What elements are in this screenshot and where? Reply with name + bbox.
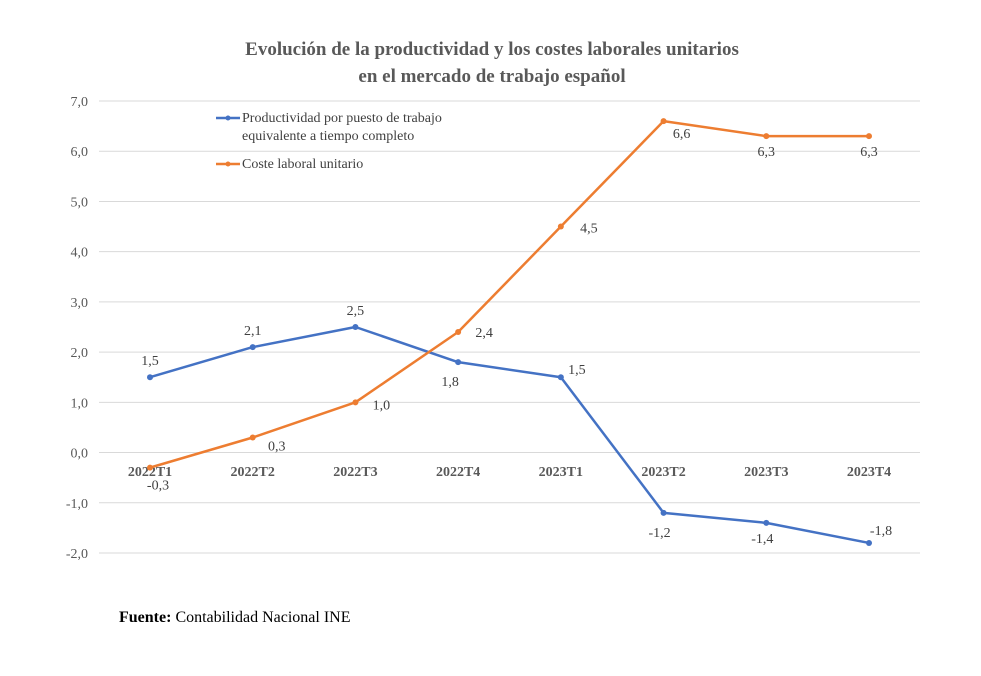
- source-text: Contabilidad Nacional INE: [171, 609, 351, 626]
- y-axis-ticks: 7,0 6,0 5,0 4,0 3,0 2,0 1,0 0,0 -1,0 -2,0: [66, 95, 88, 562]
- y-tick-label: -1,0: [66, 497, 88, 512]
- data-point: [660, 509, 667, 516]
- data-point: [455, 359, 462, 366]
- data-point: [352, 399, 359, 406]
- data-point: [352, 324, 359, 330]
- data-label: 4,5: [580, 222, 598, 237]
- chart-title-line: Evolución de la productividad y los cost…: [245, 39, 739, 60]
- series-line-productividad: [149, 325, 870, 545]
- x-tick-label: 2022T3: [333, 465, 377, 480]
- data-label: -1,2: [648, 526, 670, 541]
- data-label: -1,4: [751, 532, 773, 547]
- y-tick-label: 7,0: [71, 95, 89, 110]
- data-point: [866, 133, 872, 140]
- x-tick-label: 2022T2: [231, 465, 275, 480]
- data-point: [557, 223, 564, 230]
- x-tick-label: 2022T4: [436, 465, 480, 480]
- data-point: [660, 118, 667, 125]
- data-label: 1,0: [373, 398, 391, 413]
- x-axis-ticks: 2022T1 2022T2 2022T3 2022T4 2023T1 2023T2 2023…: [128, 465, 891, 480]
- y-tick-label: 4,0: [71, 246, 89, 261]
- data-label: 1,5: [141, 354, 159, 369]
- legend: Productividad por puesto de trabajo equiv…: [216, 111, 442, 172]
- data-label: -1,8: [870, 524, 892, 539]
- y-tick-label: 5,0: [71, 195, 89, 210]
- series-line-coste-laboral: [149, 119, 869, 469]
- y-tick-label: 1,0: [71, 396, 89, 411]
- chart-title: Evolución de la productividad y los cost…: [245, 39, 739, 87]
- data-label: 6,6: [673, 127, 691, 142]
- data-point: [249, 434, 256, 441]
- y-tick-label: 0,0: [71, 447, 89, 462]
- source-label: Fuente:: [119, 609, 172, 626]
- x-tick-label: 2023T4: [847, 465, 891, 480]
- data-label: 2,4: [475, 326, 493, 341]
- data-label: 6,3: [860, 145, 878, 160]
- data-label: 1,8: [441, 375, 459, 390]
- data-point: [866, 539, 872, 546]
- series-lines: [147, 118, 872, 546]
- data-label: -0,3: [147, 479, 169, 494]
- y-tick-label: 3,0: [71, 296, 89, 311]
- legend-label: equivalente a tiempo completo: [242, 129, 414, 144]
- data-label: 2,5: [347, 304, 365, 319]
- legend-label: Coste laboral unitario: [242, 157, 363, 172]
- data-label: 6,3: [758, 145, 776, 160]
- y-tick-label: 6,0: [71, 145, 89, 160]
- data-point: [763, 133, 770, 140]
- data-point: [455, 329, 462, 336]
- gridlines: [99, 100, 920, 554]
- source-note: Fuente: Contabilidad Nacional INE: [119, 609, 351, 627]
- legend-marker: [225, 161, 231, 167]
- data-label: 1,5: [568, 363, 586, 378]
- legend-label: Productividad por puesto de trabajo: [242, 111, 442, 126]
- x-tick-label: 2023T2: [641, 465, 685, 480]
- chart-title-line: en el mercado de trabajo español: [358, 66, 625, 87]
- data-point: [763, 519, 770, 526]
- y-tick-label: 2,0: [71, 346, 89, 361]
- x-tick-label: 2022T1: [128, 465, 172, 480]
- legend-marker: [225, 115, 231, 121]
- x-tick-label: 2023T3: [744, 465, 788, 480]
- data-point: [249, 344, 256, 351]
- data-point: [557, 374, 564, 381]
- y-tick-label: -2,0: [66, 547, 88, 562]
- data-point: [147, 464, 153, 471]
- data-labels: 1,5 2,1 2,5 1,8 1,5 -1,2 -1,4 -1,8 -0,3 0,3 1,0 2,4…: [141, 127, 892, 547]
- data-label: 2,1: [244, 324, 262, 339]
- data-label: 0,3: [268, 439, 286, 454]
- x-tick-label: 2023T1: [539, 465, 583, 480]
- data-point: [147, 374, 153, 381]
